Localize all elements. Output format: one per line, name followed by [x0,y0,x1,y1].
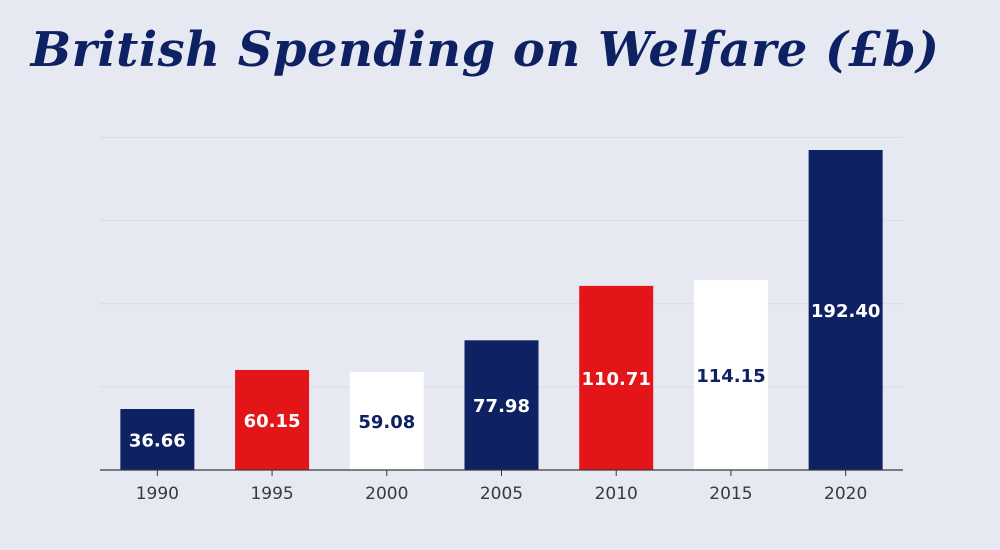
bar-2020 [808,150,883,470]
x-tick-label: 2010 [595,484,638,504]
bar-2010 [579,285,654,470]
bar-2015 [693,280,768,470]
bar-value-label: 59.08 [358,412,415,433]
x-tick-label: 2005 [480,484,523,504]
bar-1995 [235,369,310,470]
x-tick-label: 2020 [824,484,867,504]
x-tick-label: 2015 [709,484,752,504]
bar-2000 [349,371,424,470]
bar-value-label: 192.40 [811,301,880,322]
chart-title: British Spending on Welfare (£b) [30,22,940,78]
x-tick-label: 2000 [365,484,408,504]
bar-value-label: 60.15 [244,411,301,432]
x-tick-label: 1995 [250,484,293,504]
x-tick-label: 1990 [136,484,179,504]
bar-value-label: 36.66 [129,431,186,452]
bar-value-label: 114.15 [696,366,765,387]
bar-value-label: 77.98 [473,396,530,417]
bar-2005 [464,340,539,470]
gridlines [100,136,903,388]
bar-value-label: 110.71 [581,369,650,390]
x-axis: 1990 1995 2000 2005 2010 2015 2020 [100,469,903,504]
bars: 36.66 60.15 59.08 77.98 110.71 114.15 192.40 [120,150,883,470]
bar-1990 [120,409,195,470]
